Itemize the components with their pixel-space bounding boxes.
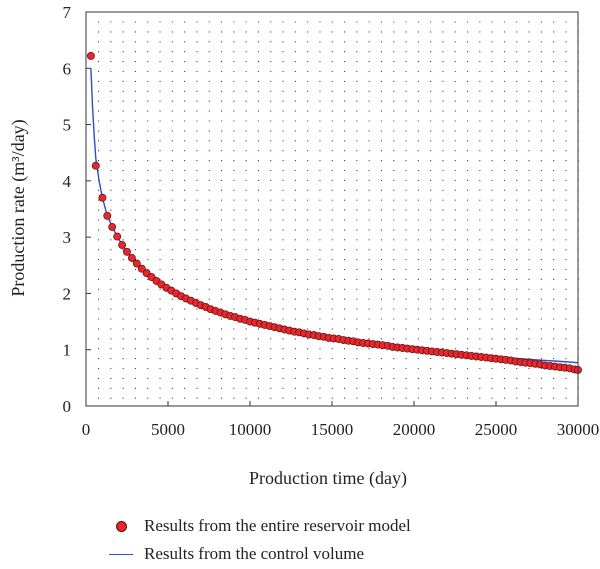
data-point — [118, 241, 127, 249]
legend-marker-line — [108, 553, 134, 555]
y-tick-label: 0 — [63, 397, 72, 416]
production-rate-chart: 0 5000 10000 15000 20000 25000 30000 01234567 … — [8, 3, 600, 489]
legend: Results from the entire reservoir model … — [108, 512, 411, 568]
data-point — [98, 193, 107, 202]
data-point — [86, 51, 95, 60]
reservoir-model-markers — [86, 51, 582, 374]
x-axis-title: Production time (day) — [249, 468, 407, 489]
x-tick-label: 0 — [82, 420, 91, 439]
x-tick-label: 15000 — [311, 420, 354, 439]
data-point — [123, 247, 131, 256]
y-tick-label: 7 — [63, 3, 72, 22]
y-tick-label: 2 — [63, 284, 72, 303]
legend-item-reservoir-model: Results from the entire reservoir model — [108, 512, 411, 540]
y-tick-label: 5 — [63, 116, 72, 135]
legend-marker-dot — [108, 520, 134, 532]
y-axis-title: Production rate (m³/day) — [8, 119, 29, 296]
x-tick-label: 5000 — [151, 420, 185, 439]
data-point — [127, 254, 136, 262]
legend-item-control-volume: Results from the control volume — [108, 540, 411, 568]
plot-frame — [85, 11, 579, 407]
x-tick-label: 30000 — [557, 420, 600, 439]
y-tick-label: 3 — [63, 228, 72, 247]
data-point — [132, 259, 141, 268]
data-point — [103, 211, 112, 220]
x-tick-label: 25000 — [475, 420, 518, 439]
x-tick-labels: 0 5000 10000 15000 20000 25000 30000 — [82, 420, 600, 439]
x-tick-label: 20000 — [393, 420, 436, 439]
data-point — [113, 232, 122, 241]
y-tick-label: 4 — [63, 172, 72, 191]
y-tick-label: 6 — [63, 59, 72, 78]
data-point — [91, 161, 100, 170]
legend-label-control-volume: Results from the control volume — [144, 544, 365, 563]
grid-dot-pattern — [98, 21, 579, 399]
legend-label-reservoir-model: Results from the entire reservoir model — [144, 516, 411, 535]
data-point — [137, 264, 146, 273]
data-point — [108, 223, 117, 231]
y-tick-label: 1 — [63, 341, 72, 360]
grid-dots — [98, 21, 579, 399]
x-tick-label: 10000 — [229, 420, 272, 439]
y-tick-labels: 0 1 2 3 4 5 6 7 — [63, 3, 72, 416]
